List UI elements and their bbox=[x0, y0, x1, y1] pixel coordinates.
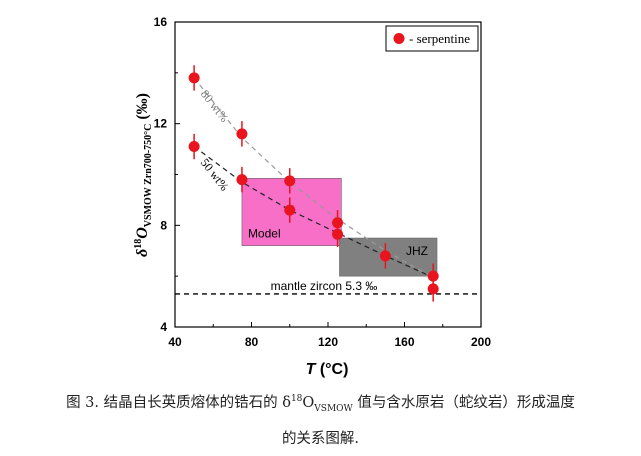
mantle-zircon-label: mantle zircon 5.3 ‰ bbox=[271, 279, 378, 293]
x-tick-label: 80 bbox=[245, 335, 259, 349]
x-axis-label: T (°C) bbox=[306, 361, 349, 378]
curve-80wt bbox=[193, 77, 434, 278]
x-tick-label: 160 bbox=[394, 335, 414, 349]
legend-label: - serpentine bbox=[409, 31, 470, 46]
y-axis-label: δ18OVSMOW Zrn700-750°C(‰) bbox=[133, 93, 154, 257]
data-point bbox=[332, 228, 344, 240]
data-point bbox=[236, 128, 248, 140]
x-tick-label: 40 bbox=[168, 335, 182, 349]
y-tick-label: 12 bbox=[154, 117, 168, 131]
data-point bbox=[188, 72, 200, 84]
data-point bbox=[236, 174, 248, 186]
x-tick-label: 120 bbox=[318, 335, 338, 349]
figure-caption-line1: 图 3. 结晶自长英质熔体的锆石的 δ18OVSMOW 值与含水原岩（蛇纹岩）形… bbox=[66, 394, 575, 414]
region-label-model: Model bbox=[248, 227, 281, 241]
y-tick-label: 8 bbox=[160, 218, 167, 232]
legend-marker bbox=[393, 33, 405, 44]
data-point bbox=[284, 204, 296, 216]
legend: - serpentine bbox=[385, 25, 479, 52]
figure-caption-line2: 的关系图解. bbox=[281, 431, 360, 447]
y-tick-label: 4 bbox=[160, 320, 167, 334]
data-point bbox=[427, 283, 439, 295]
data-point bbox=[379, 250, 391, 262]
data-point bbox=[284, 175, 296, 187]
x-tick-label: 200 bbox=[471, 335, 491, 349]
curve-label-50wt: 50 wt% bbox=[198, 156, 232, 194]
curve-label-80wt: 80 wt% bbox=[198, 87, 232, 125]
curve-50wt bbox=[193, 146, 434, 278]
data-point bbox=[188, 141, 200, 153]
y-tick-label: 16 bbox=[154, 15, 168, 29]
region-label-jhz: JHZ bbox=[406, 244, 428, 258]
chart: Model JHZ 80 wt% 50 wt% mantle zircon 5.3 … bbox=[133, 15, 491, 378]
